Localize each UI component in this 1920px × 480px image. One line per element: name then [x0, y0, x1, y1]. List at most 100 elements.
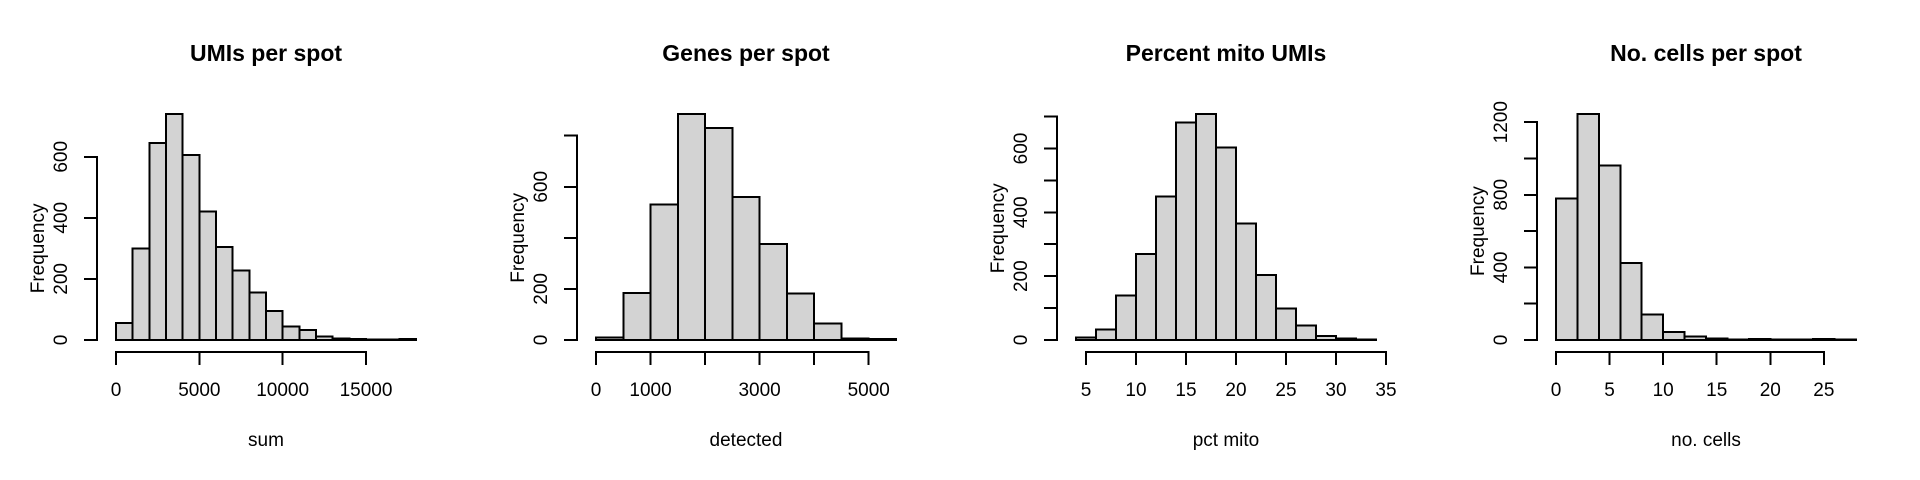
x-tick-label: 35 — [1375, 380, 1396, 401]
x-axis-label: detected — [710, 430, 783, 451]
panel-cells-per-spot: 0 5 10 15 20 25 0 400 800 1200 No. cells per spot n… — [1440, 0, 1920, 480]
y-tick-label: 0 — [1011, 335, 1032, 346]
y-tick-label: 400 — [1491, 252, 1512, 284]
x-tick-label: 25 — [1813, 380, 1834, 401]
histogram-bar — [165, 113, 184, 341]
panel-percent-mito-umis: 5 10 15 20 25 30 35 0 200 400 600 Percent mito UMIs… — [960, 0, 1440, 480]
histogram-bar — [281, 325, 301, 342]
histogram-bar — [1295, 324, 1317, 342]
histogram-bar — [1275, 307, 1297, 341]
histogram-bar — [115, 322, 134, 342]
y-axis-label: Frequency — [1468, 186, 1489, 276]
histogram-svg: 0 1000 3000 5000 0 200 600 Genes per spot detect… — [508, 40, 898, 451]
histogram-bar — [1355, 338, 1377, 341]
x-tick-label: 5000 — [848, 380, 890, 401]
histogram-bar — [731, 195, 761, 341]
histogram-bar — [1335, 337, 1357, 342]
x-axis-label: no. cells — [1671, 430, 1741, 451]
x-tick-label: 20 — [1760, 380, 1781, 401]
x-tick-label: 0 — [591, 380, 602, 401]
y-tick-label: 600 — [531, 171, 552, 203]
panel-title: UMIs per spot — [190, 40, 342, 66]
histogram-bar — [1683, 335, 1708, 342]
histogram-bar — [1662, 330, 1686, 341]
x-tick-label: 10 — [1653, 380, 1674, 401]
histogram-bar — [1075, 336, 1097, 342]
x-tick-label: 0 — [1551, 380, 1562, 401]
histogram-svg: 0 5000 10000 15000 0 200 400 600 UMIs per spot su… — [28, 40, 417, 451]
x-tick-label: 10000 — [256, 380, 309, 401]
histogram-bar — [1095, 328, 1117, 342]
histogram-bar — [231, 269, 251, 342]
histogram-bar — [622, 291, 652, 342]
histogram-bar — [131, 247, 151, 342]
histogram-bar — [398, 338, 417, 341]
histogram-bar — [867, 337, 898, 342]
y-tick-label: 200 — [51, 263, 72, 295]
y-tick-label: 400 — [1011, 196, 1032, 228]
x-tick-label: 30 — [1325, 380, 1346, 401]
histogram-bar — [1155, 195, 1177, 341]
panel-umis-per-spot: 0 5000 10000 15000 0 200 400 600 UMIs per spot su… — [0, 0, 480, 480]
y-tick-label: 0 — [1491, 335, 1512, 346]
x-tick-label: 5 — [1604, 380, 1615, 401]
histogram-bar — [813, 322, 843, 342]
y-tick-label: 800 — [1491, 179, 1512, 211]
histogram-bar — [148, 142, 168, 341]
x-tick-label: 25 — [1275, 380, 1296, 401]
histogram-bar — [1597, 164, 1622, 341]
histogram-bar — [704, 127, 734, 341]
histogram-bar — [1812, 338, 1836, 341]
x-tick-label: 5 — [1081, 380, 1092, 401]
histogram-bar — [840, 337, 870, 342]
histogram-bar — [1747, 338, 1772, 341]
x-tick-label: 5000 — [178, 380, 220, 401]
histogram-bar — [1255, 274, 1277, 342]
x-tick-label: 15 — [1706, 380, 1727, 401]
histogram-bar — [595, 336, 625, 342]
x-tick-label: 15 — [1175, 380, 1196, 401]
y-tick-label: 0 — [531, 335, 552, 346]
x-tick-label: 0 — [111, 380, 122, 401]
panel-title: Genes per spot — [662, 40, 830, 66]
y-tick-label: 600 — [1011, 133, 1032, 165]
y-tick-label: 0 — [51, 335, 72, 346]
histogram-bar — [676, 113, 707, 341]
histogram-bar — [1576, 113, 1600, 341]
histogram-bar — [248, 291, 268, 342]
y-axis-label: Frequency — [988, 183, 1009, 273]
histogram-bar — [265, 309, 284, 341]
histogram-bar — [315, 335, 334, 342]
histogram-bar — [298, 328, 317, 342]
y-tick-label: 1200 — [1491, 101, 1512, 143]
histogram-bar — [215, 245, 234, 342]
histogram-bar — [1135, 252, 1157, 341]
y-axis-label: Frequency — [28, 203, 49, 293]
x-axis-label: sum — [248, 430, 284, 451]
histogram-bar — [1195, 113, 1217, 341]
histogram-bar — [198, 210, 218, 341]
x-tick-label: 3000 — [738, 380, 780, 401]
x-axis-label: pct mito — [1193, 430, 1260, 451]
histogram-bar — [348, 338, 367, 341]
histogram-bar — [365, 338, 384, 342]
x-tick-label: 1000 — [629, 380, 671, 401]
x-tick-label: 15000 — [340, 380, 393, 401]
x-tick-label: 10 — [1125, 380, 1146, 401]
panel-genes-per-spot: 0 1000 3000 5000 0 200 600 Genes per spot detect… — [480, 0, 960, 480]
histogram-bar — [331, 337, 351, 342]
histogram-bar — [1619, 261, 1643, 342]
y-tick-label: 600 — [51, 141, 72, 173]
y-axis-label: Frequency — [508, 193, 529, 283]
y-tick-label: 400 — [51, 202, 72, 234]
y-tick-label: 200 — [1011, 260, 1032, 292]
histogram-bar — [1115, 294, 1137, 341]
x-tick-label: 20 — [1225, 380, 1246, 401]
histogram-svg: 5 10 15 20 25 30 35 0 200 400 600 Percent mito UMIs… — [988, 40, 1397, 451]
y-tick-label: 200 — [531, 273, 552, 305]
histogram-svg: 0 5 10 15 20 25 0 400 800 1200 No. cells per spot n… — [1468, 40, 1858, 451]
panel-title: No. cells per spot — [1610, 40, 1802, 66]
histogram-bar — [1215, 146, 1237, 341]
histogram-bar — [758, 243, 788, 342]
